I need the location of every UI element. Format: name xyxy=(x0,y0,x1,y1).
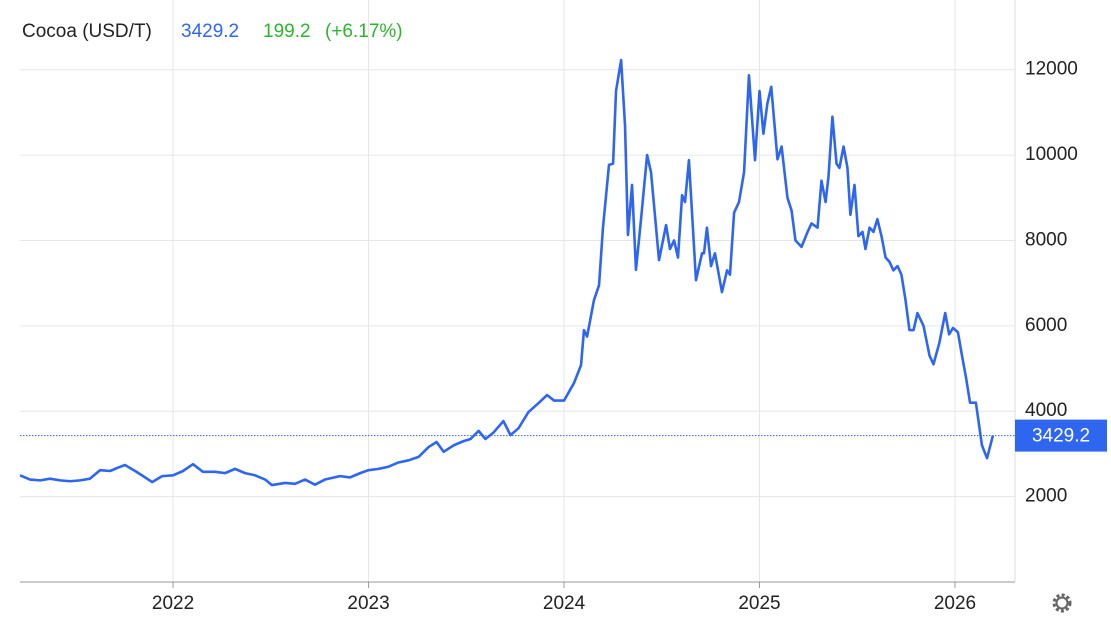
x-tick-label: 2026 xyxy=(934,593,976,614)
y-tick-label: 4000 xyxy=(1025,400,1067,421)
y-tick-label: 12000 xyxy=(1025,59,1078,80)
y-tick-label: 8000 xyxy=(1025,229,1067,250)
header-change: 199.2 xyxy=(263,21,311,42)
x-tick-label: 2023 xyxy=(347,593,389,614)
x-tick-label: 2024 xyxy=(543,593,586,614)
chart-title: Cocoa (USD/T) xyxy=(22,21,152,42)
price-line xyxy=(19,58,995,487)
last-value-badge xyxy=(1015,419,1107,452)
gear-teeth xyxy=(1052,593,1072,613)
header-change-pct: (+6.17%) xyxy=(325,21,403,42)
x-tick-label: 2025 xyxy=(738,593,780,614)
y-tick-label: 10000 xyxy=(1025,144,1078,165)
gear-ring xyxy=(1055,596,1069,610)
y-tick-label: 6000 xyxy=(1025,315,1067,336)
settings-icon[interactable] xyxy=(1052,593,1072,613)
y-tick-label: 2000 xyxy=(1025,486,1067,507)
header-price: 3429.2 xyxy=(181,21,239,42)
x-tick-label: 2022 xyxy=(152,593,194,614)
last-value-label: 3429.2 xyxy=(1032,426,1090,447)
